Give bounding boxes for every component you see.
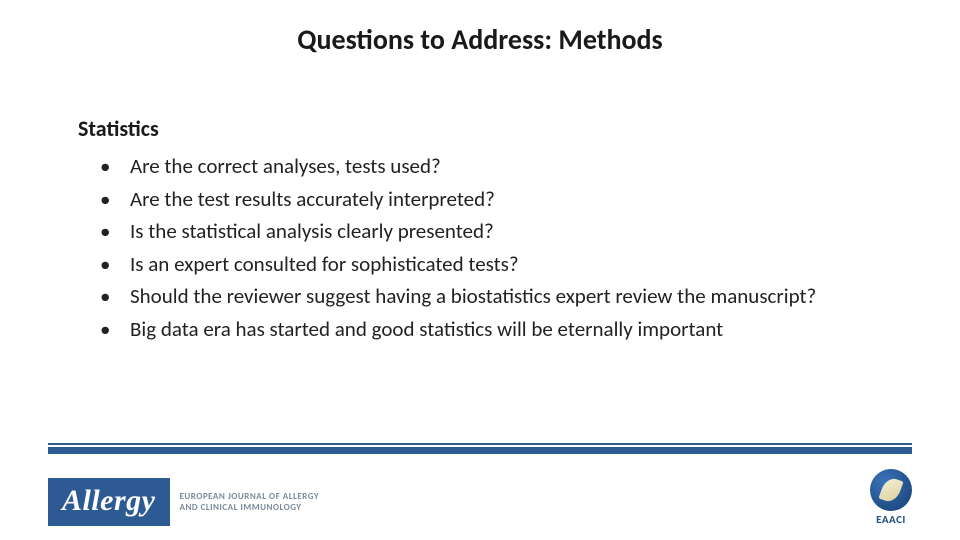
list-item: Are the test results accurately interpre… xyxy=(100,183,900,216)
bullet-list: Are the correct analyses, tests used? Ar… xyxy=(78,150,900,345)
allergy-subtitle-line: AND CLINICAL IMMUNOLOGY xyxy=(180,502,320,513)
leaf-icon xyxy=(878,476,903,505)
list-item: Are the correct analyses, tests used? xyxy=(100,150,900,183)
eaaci-logo: EAACI xyxy=(870,469,912,526)
eaaci-globe-icon xyxy=(870,469,912,511)
list-item: Big data era has started and good statis… xyxy=(100,313,900,346)
allergy-subtitle-line: EUROPEAN JOURNAL OF ALLERGY xyxy=(180,491,320,502)
allergy-wordmark: Allergy xyxy=(48,478,170,526)
list-item: Is the statistical analysis clearly pres… xyxy=(100,215,900,248)
list-item: Is an expert consulted for sophisticated… xyxy=(100,248,900,281)
allergy-logo: Allergy EUROPEAN JOURNAL OF ALLERGY AND … xyxy=(48,478,319,526)
divider-bar xyxy=(48,443,912,455)
subheading: Statistics xyxy=(78,115,900,142)
slide: Questions to Address: Methods Statistics… xyxy=(0,0,960,540)
content-block: Statistics Are the correct analyses, tes… xyxy=(78,115,900,345)
list-item: Should the reviewer suggest having a bio… xyxy=(100,280,900,313)
allergy-subtitle: EUROPEAN JOURNAL OF ALLERGY AND CLINICAL… xyxy=(180,491,320,514)
page-title: Questions to Address: Methods xyxy=(0,22,960,57)
eaaci-wordmark: EAACI xyxy=(870,513,912,526)
